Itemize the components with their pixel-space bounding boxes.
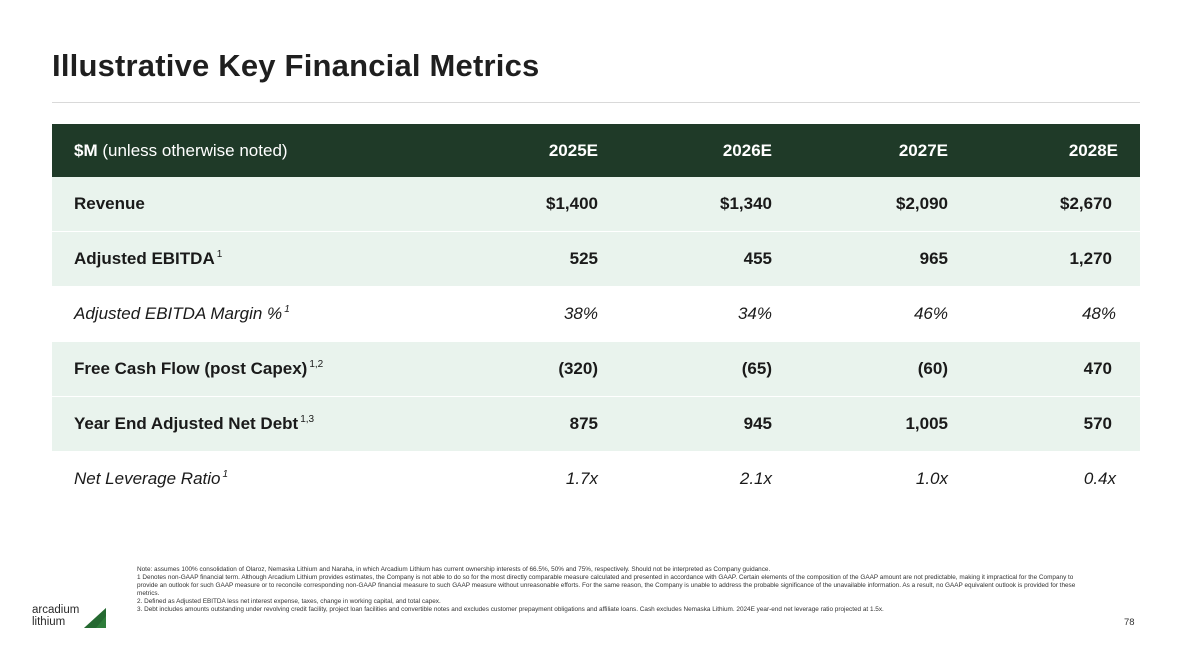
- cell-value: 1,270: [948, 231, 1140, 287]
- arcadium-lithium-logo: arcadium lithium: [32, 604, 110, 634]
- page-title: Illustrative Key Financial Metrics: [52, 48, 540, 83]
- row-label: Year End Adjusted Net Debt 1,3: [52, 396, 472, 452]
- row-label: Free Cash Flow (post Capex) 1,2: [52, 341, 472, 397]
- cell-value: $2,670: [948, 177, 1140, 232]
- table-row: Year End Adjusted Net Debt 1,3 875 945 1,…: [52, 396, 1140, 452]
- row-label: Net Leverage Ratio 1: [52, 451, 472, 507]
- year-header-2025: 2025E: [472, 124, 598, 177]
- cell-value: 1,005: [772, 396, 948, 452]
- table-row: Net Leverage Ratio 1 1.7x 2.1x 1.0x 0.4x: [52, 451, 1140, 507]
- cell-value: 2.1x: [598, 451, 772, 507]
- row-label: Revenue: [52, 177, 472, 232]
- logo-wordmark: arcadium lithium: [32, 604, 80, 628]
- table-row: Free Cash Flow (post Capex) 1,2 (320) (65…: [52, 341, 1140, 397]
- table-row: Adjusted EBITDA 1 525 455 965 1,270: [52, 231, 1140, 287]
- footnote-note: Note: assumes 100% consolidation of Olar…: [137, 566, 771, 573]
- financial-metrics-table: $M (unless otherwise noted) 2025E 2026E …: [52, 124, 1140, 507]
- cell-value: $1,400: [472, 177, 598, 232]
- cell-value: (60): [772, 341, 948, 397]
- footnote-3: 3. Debt includes amounts outstanding und…: [137, 606, 884, 614]
- cell-value: $2,090: [772, 177, 948, 232]
- cell-value: 38%: [472, 286, 598, 342]
- cell-value: 1.7x: [472, 451, 598, 507]
- title-divider: [52, 102, 1140, 103]
- cell-value: 34%: [598, 286, 772, 342]
- unit-header-bold: $M: [74, 140, 98, 160]
- cell-value: 875: [472, 396, 598, 452]
- cell-value: 455: [598, 231, 772, 287]
- page-number: 78: [1124, 617, 1135, 628]
- unit-header: $M (unless otherwise noted): [52, 124, 472, 177]
- unit-header-rest: (unless otherwise noted): [97, 140, 288, 160]
- cell-value: 1.0x: [772, 451, 948, 507]
- logo-mark-icon: [84, 608, 106, 628]
- table-row: Adjusted EBITDA Margin % 1 38% 34% 46% 48…: [52, 286, 1140, 342]
- table-header-row: $M (unless otherwise noted) 2025E 2026E …: [52, 124, 1140, 177]
- row-label: Adjusted EBITDA Margin % 1: [52, 286, 472, 342]
- cell-value: 48%: [948, 286, 1140, 342]
- cell-value: 46%: [772, 286, 948, 342]
- footnote-1: 1 Denotes non-GAAP financial term. Altho…: [137, 574, 1076, 598]
- year-header-2028: 2028E: [948, 124, 1140, 177]
- table-row: Revenue $1,400 $1,340 $2,090 $2,670: [52, 177, 1140, 232]
- cell-value: 0.4x: [948, 451, 1140, 507]
- cell-value: (320): [472, 341, 598, 397]
- footnote-2: 2. Defined as Adjusted EBITDA less net i…: [137, 598, 441, 606]
- footnotes: Note: assumes 100% consolidation of Olar…: [137, 566, 1077, 615]
- cell-value: 945: [598, 396, 772, 452]
- cell-value: (65): [598, 341, 772, 397]
- cell-value: 965: [772, 231, 948, 287]
- cell-value: 570: [948, 396, 1140, 452]
- cell-value: 470: [948, 341, 1140, 397]
- cell-value: $1,340: [598, 177, 772, 232]
- cell-value: 525: [472, 231, 598, 287]
- year-header-2026: 2026E: [598, 124, 772, 177]
- year-header-2027: 2027E: [772, 124, 948, 177]
- row-label: Adjusted EBITDA 1: [52, 231, 472, 287]
